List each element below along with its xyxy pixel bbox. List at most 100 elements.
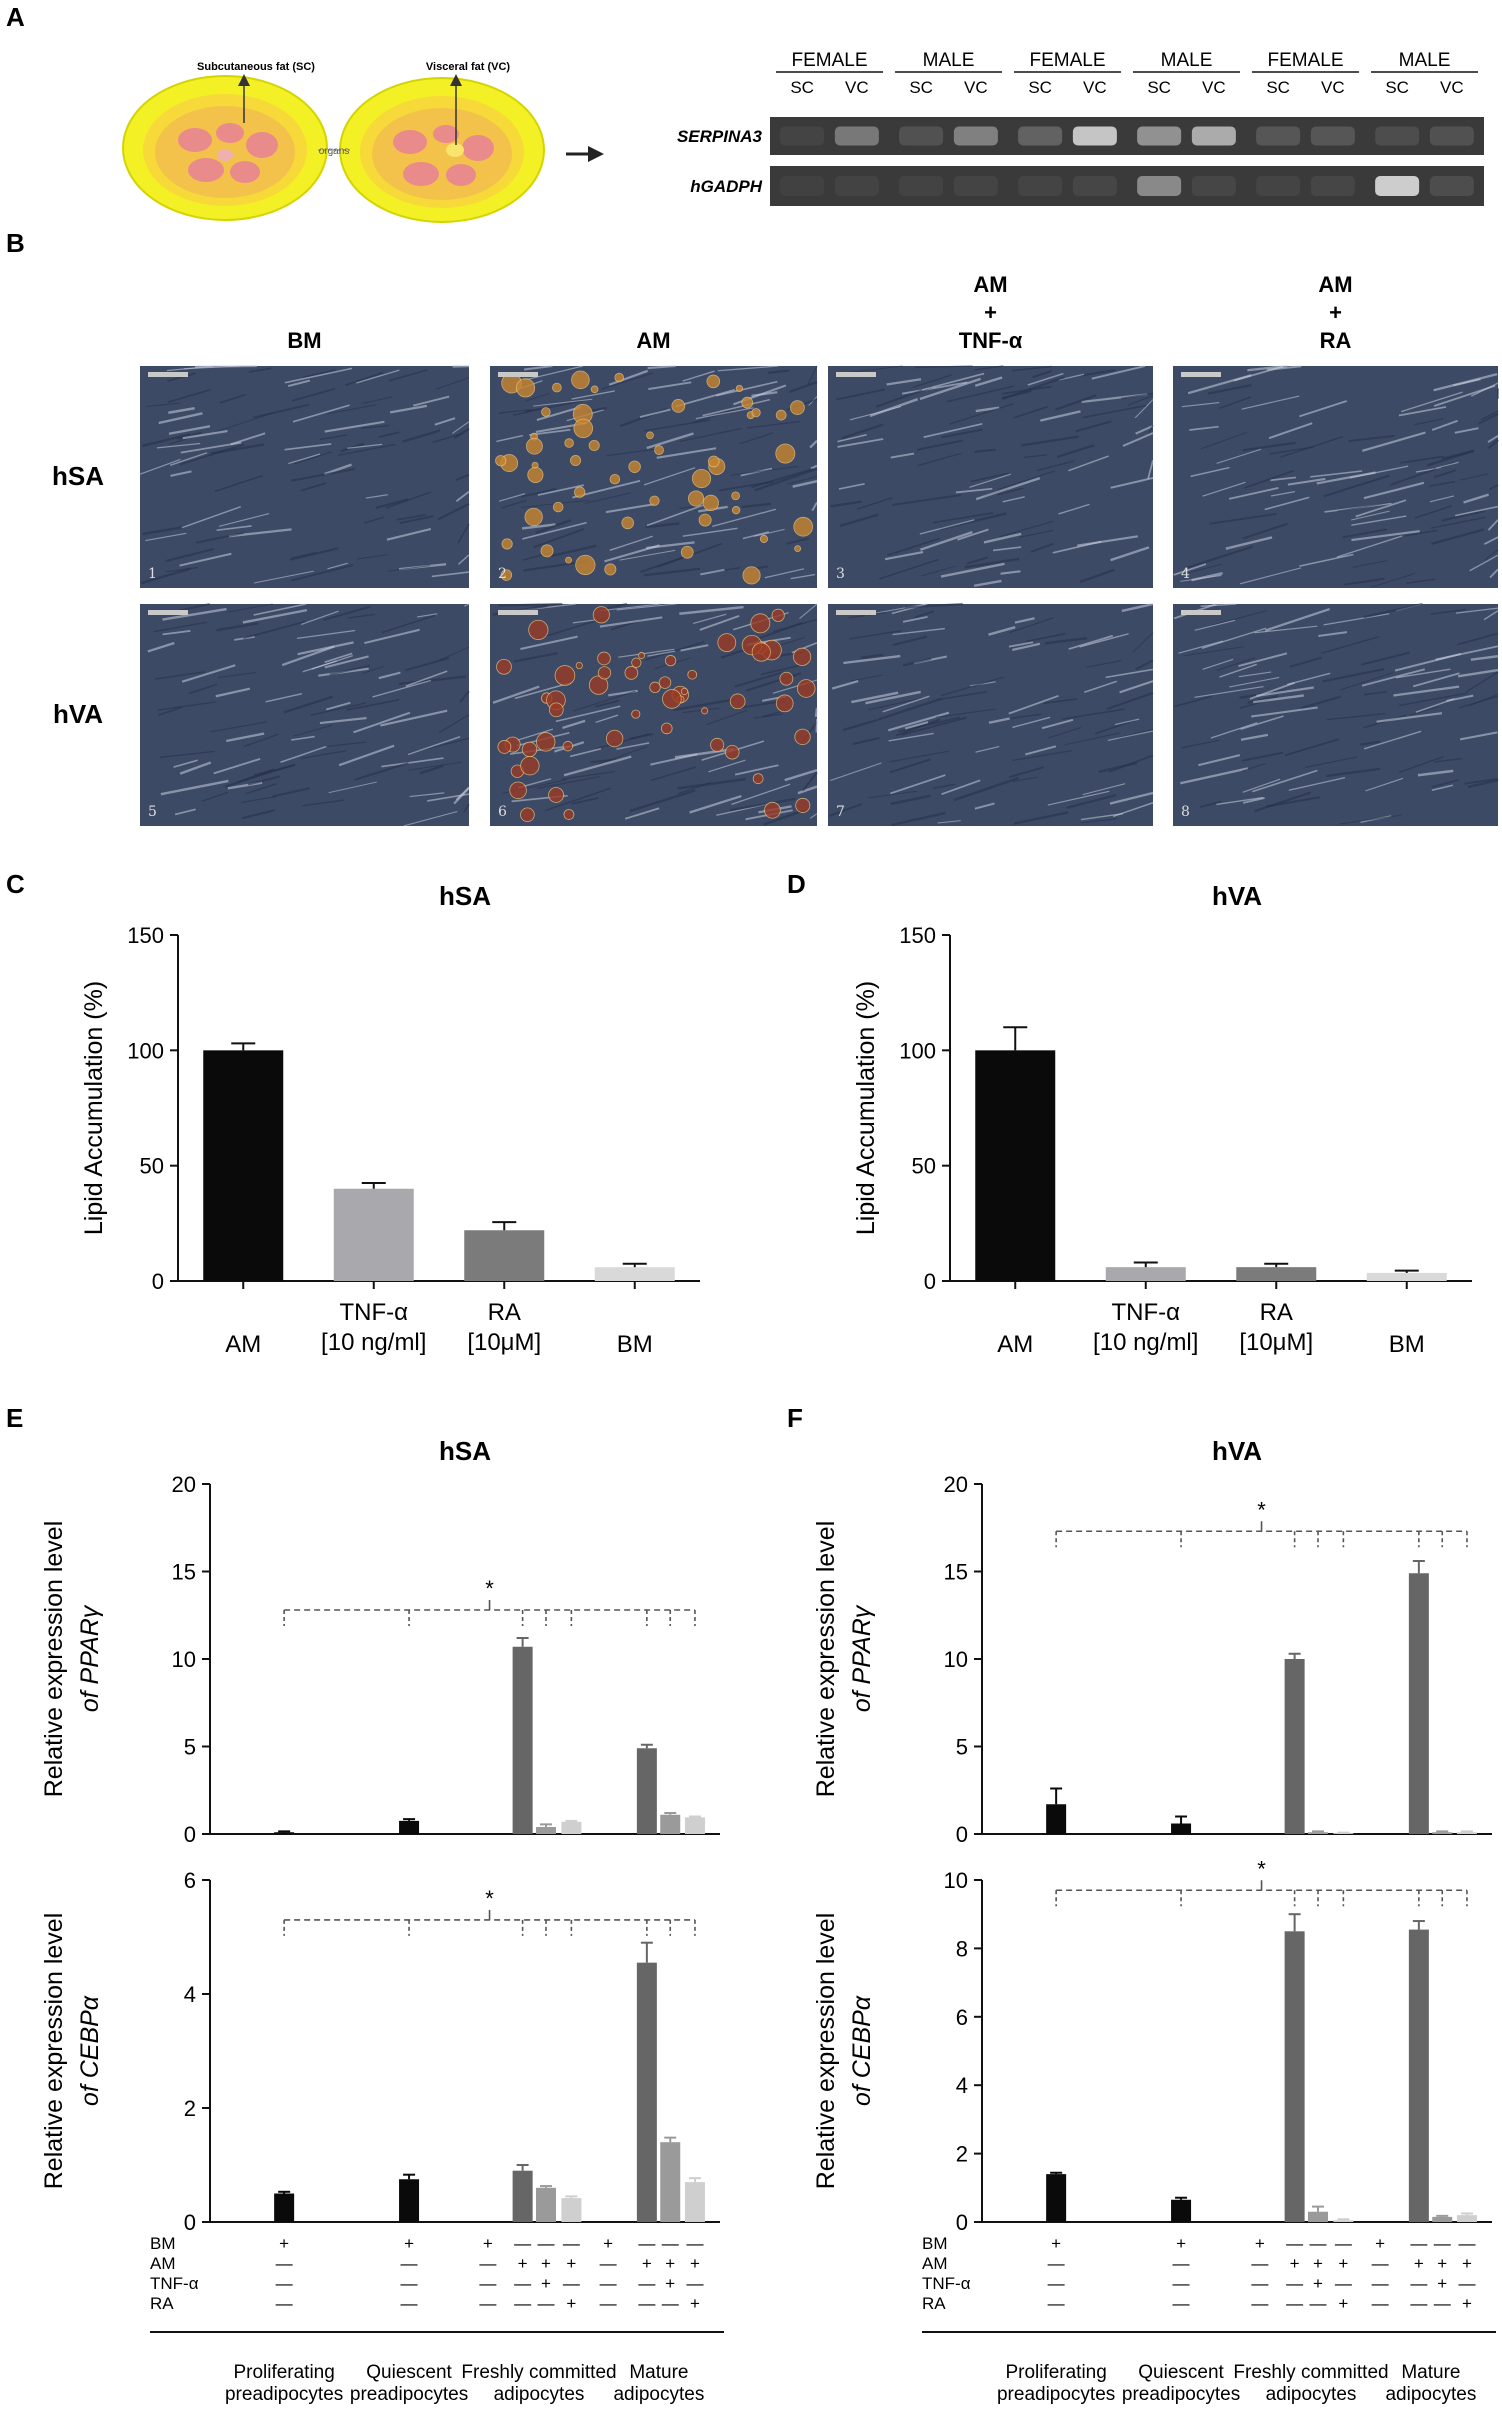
category-label: TNF-α — [1111, 1299, 1180, 1326]
bar-0 — [274, 1832, 295, 1834]
cell-streak — [1435, 461, 1459, 469]
y-tick-label: 15 — [944, 1560, 968, 1585]
cell-streak — [1106, 691, 1154, 710]
bar-3 — [512, 2170, 533, 2222]
cell-streak — [142, 432, 191, 448]
cell-streak — [296, 629, 356, 640]
cell-streak — [438, 714, 470, 734]
cell-streak — [174, 808, 196, 816]
cell-streak — [679, 427, 742, 443]
lipid-droplet — [571, 370, 590, 390]
lipid-droplet — [524, 507, 543, 527]
cell-streak — [868, 790, 917, 799]
gel-lane-label: VC — [845, 78, 869, 97]
cell-streak — [180, 441, 242, 454]
cell-streak — [730, 465, 799, 476]
cell-streak — [682, 527, 738, 537]
cell-streak — [892, 494, 962, 506]
cell-streak — [1191, 572, 1223, 582]
treatment-mark: — — [401, 2274, 418, 2293]
gel-band — [1256, 176, 1301, 196]
cell-streak — [409, 792, 445, 798]
cell-streak — [1012, 776, 1038, 783]
cell-streak — [717, 365, 779, 372]
cell-streak — [1252, 769, 1318, 793]
cell-streak — [988, 626, 1016, 636]
bar-1 — [399, 1820, 420, 1834]
lipid-droplet — [515, 378, 536, 398]
cell-streak — [535, 519, 572, 534]
cell-streak — [241, 796, 277, 803]
cell-streak — [243, 620, 306, 640]
cell-streak — [999, 520, 1054, 538]
gel-band — [780, 176, 825, 196]
cell-streak — [608, 369, 649, 386]
treatment-mark: + — [1375, 2234, 1385, 2253]
cell-streak — [679, 605, 744, 615]
lipid-droplet — [614, 372, 624, 383]
cell-streak — [1404, 529, 1438, 537]
cell-streak — [762, 709, 786, 718]
cell-streak — [537, 776, 600, 789]
cell-streak — [1243, 469, 1295, 489]
treatment-mark: — — [276, 2274, 293, 2293]
cell-streak — [1056, 444, 1095, 459]
lipid-droplet — [609, 473, 621, 485]
cell-streak — [1068, 455, 1109, 472]
cell-streak — [682, 707, 720, 714]
lipid-droplet — [671, 399, 686, 413]
cell-streak — [1433, 373, 1498, 392]
group-label: Freshly committed — [461, 2362, 616, 2383]
cell-streak — [1127, 395, 1154, 406]
cell-streak — [291, 467, 356, 482]
bar-8 — [660, 2142, 681, 2222]
micrograph-number: 4 — [1181, 566, 1190, 582]
treatment-mark: — — [276, 2294, 293, 2313]
cell-streak — [159, 750, 215, 759]
cell-streak — [640, 553, 691, 573]
y-tick-label: 4 — [184, 1982, 196, 2007]
lipid-droplet — [509, 781, 527, 800]
micrograph-3: 3 — [828, 365, 1154, 588]
cell-streak — [809, 813, 818, 819]
cell-streak — [1398, 755, 1444, 774]
cell-streak — [1229, 676, 1280, 688]
lipid-droplet — [521, 741, 538, 758]
cell-streak — [293, 724, 333, 737]
cell-streak — [837, 438, 884, 448]
treatment-row-label: TNF-α — [150, 2274, 199, 2293]
cell-streak — [1363, 730, 1422, 750]
cell-streak — [712, 508, 776, 528]
micrograph-background — [490, 604, 817, 826]
lipid-droplet — [735, 384, 744, 393]
cell-streak — [1484, 549, 1499, 561]
y-tick-label: 0 — [956, 1822, 968, 1847]
cell-streak — [841, 423, 884, 440]
cell-streak — [955, 487, 993, 494]
y-axis-label: Lipid Accumulation (%) — [852, 981, 880, 1235]
cell-streak — [1361, 431, 1426, 452]
cell-streak — [904, 602, 963, 609]
cell-streak — [181, 664, 236, 683]
cell-streak — [319, 434, 348, 441]
cell-streak — [501, 499, 527, 509]
cell-streak — [498, 493, 526, 502]
treatment-mark: — — [1410, 2274, 1427, 2293]
cell-streak — [605, 503, 655, 514]
treatment-mark: — — [479, 2294, 496, 2313]
cell-streak — [1323, 474, 1391, 498]
cell-streak — [680, 644, 709, 652]
pcr-gel: FEMALE SC VC MALE SC VC FEMALE SC VC MALE SC VC FEMA… — [677, 50, 1484, 206]
lipid-droplet — [710, 737, 725, 752]
cell-streak — [324, 420, 385, 433]
cell-streak — [902, 657, 932, 667]
cell-streak — [1122, 432, 1154, 447]
cell-streak — [1216, 657, 1256, 672]
cell-streak — [921, 565, 957, 577]
cell-streak — [431, 571, 470, 578]
lipid-droplet — [536, 732, 556, 752]
cell-streak — [338, 443, 396, 456]
cell-streak — [1147, 460, 1154, 480]
cell-streak — [265, 692, 303, 703]
